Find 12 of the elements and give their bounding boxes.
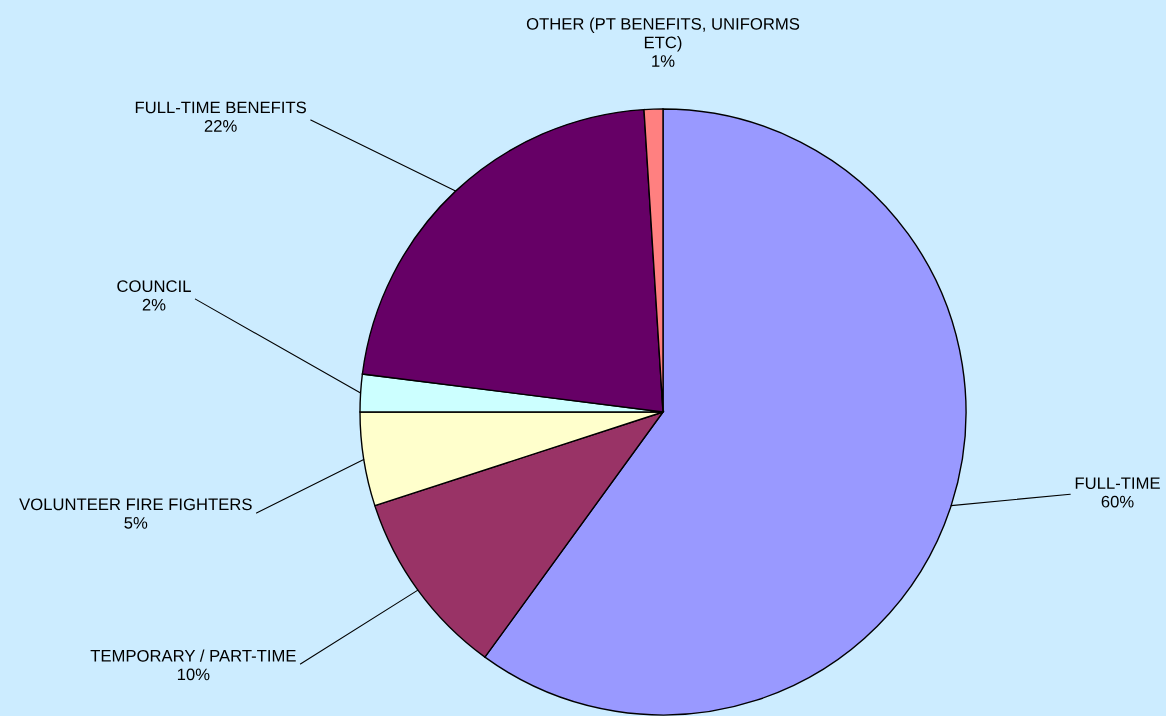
data-label: 2%	[142, 298, 166, 311]
data-label: 5%	[124, 517, 148, 529]
slice-label: OTHER (PT BENEFITS, UNIFORMS ETC)	[526, 17, 800, 52]
slice-label: VOLUNTEER FIRE FIGHTERS	[19, 498, 252, 511]
data-label: 60%	[1101, 495, 1134, 508]
slice-label: FULL-TIME BENEFITS	[135, 101, 306, 114]
slice-label: COUNCIL	[117, 280, 191, 293]
data-label: 1%	[652, 55, 675, 67]
data-label: 10%	[177, 668, 210, 681]
slice-label: TEMPORARY / PART-TIME	[90, 649, 296, 662]
data-label: 22%	[204, 120, 237, 132]
slice-label: FULL-TIME	[1075, 477, 1160, 490]
